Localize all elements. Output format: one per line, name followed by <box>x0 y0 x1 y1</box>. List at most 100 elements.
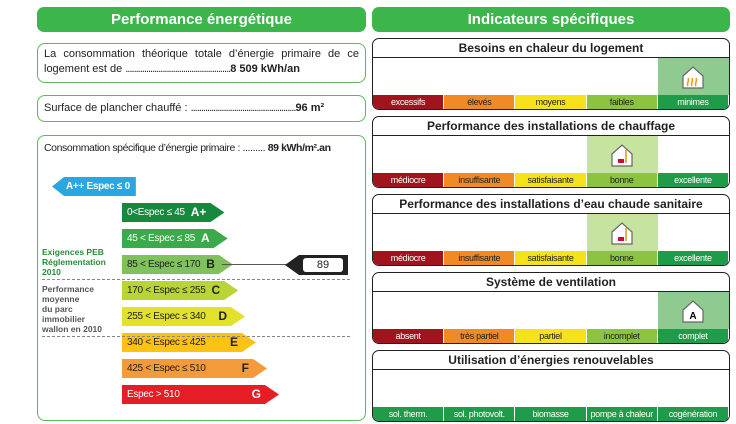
scale-cell <box>658 370 729 407</box>
scale-cell <box>373 58 444 95</box>
scale-label: biomasse <box>515 407 587 421</box>
scale-cell <box>515 214 586 251</box>
scale-label: bonne <box>586 251 658 265</box>
class-range: 340 < Espec ≤ 425 <box>127 337 206 348</box>
scale-cell <box>586 136 658 173</box>
class-range: A++ Espec ≤ 0 <box>66 181 130 192</box>
scale-label: élevés <box>444 95 516 109</box>
class-range: 85 < Espec ≤ 170 <box>127 259 201 270</box>
scale-label: minimes <box>657 95 729 109</box>
scale-label: médiocre <box>373 173 445 187</box>
scale-cell <box>373 370 444 407</box>
scale-cell <box>444 136 515 173</box>
scale-label: excellente <box>657 251 729 265</box>
indicator-section: Besoins en chaleur du logement excessifs é… <box>372 38 730 110</box>
class-letter: D <box>218 309 227 323</box>
scale-cell: A <box>657 292 729 329</box>
scale-cell <box>515 370 586 407</box>
scale-cell <box>373 214 444 251</box>
scale-cell <box>586 214 658 251</box>
section-title: Performance des installations de chauffa… <box>373 117 729 136</box>
scale-cell <box>444 370 515 407</box>
scale-cell <box>658 136 729 173</box>
scale-label: médiocre <box>373 251 445 265</box>
scale-label: insuffisante <box>444 173 516 187</box>
indicator-section: Utilisation d’énergies renouvelables sol.… <box>372 350 730 422</box>
scale-label: excessifs <box>373 95 445 109</box>
class-letter: B <box>206 257 215 271</box>
marker-value: 89 <box>303 258 343 272</box>
total-line1: La consommation théorique totale d’énerg… <box>44 48 359 60</box>
svg-text:A: A <box>690 311 697 322</box>
class-letter: F <box>241 361 249 375</box>
scale-cell <box>587 370 658 407</box>
section-title: Système de ventilation <box>373 273 729 292</box>
peb-divider <box>42 279 350 280</box>
class-range: 0<Espec ≤ 45 <box>127 207 185 218</box>
scale-label: absent <box>373 329 445 343</box>
scale-cell <box>587 58 658 95</box>
class-range: 45 < Espec ≤ 85 <box>127 233 195 244</box>
house-ventilation-icon: A <box>682 300 705 323</box>
energy-class-bar: Espec > 510 G <box>122 385 279 404</box>
energy-class-bar: 340 < Espec ≤ 425 E <box>122 333 256 352</box>
total-value: 8 509 kWh/an <box>230 63 300 75</box>
energy-class-bar: 170 < Espec ≤ 255 C <box>122 281 238 300</box>
scale-cell <box>444 58 515 95</box>
scale-label: cogénération <box>657 407 729 421</box>
energy-class-bar: 425 < Espec ≤ 510 F <box>122 359 267 378</box>
surface-label: Surface de plancher chauffé : <box>44 102 191 114</box>
indicator-section: Performance des installations de chauffa… <box>372 116 730 188</box>
scale-label: incomplet <box>586 329 658 343</box>
performance-header: Performance énergétique <box>37 7 366 32</box>
class-letter: C <box>211 283 221 297</box>
scale-label: excellente <box>657 173 729 187</box>
class-range: Espec > 510 <box>127 389 180 400</box>
marker-line <box>222 264 292 265</box>
scale-cell <box>515 292 586 329</box>
scale-label: insuffisante <box>444 251 516 265</box>
scale-cell <box>444 214 515 251</box>
house-water-heater-icon <box>611 222 633 245</box>
total-dots: ........................................… <box>125 63 231 75</box>
scale-cell <box>373 292 444 329</box>
scale-cell <box>515 58 586 95</box>
energy-class-bar: 255 < Espec ≤ 340 D <box>122 307 245 326</box>
surface-value: 96 m² <box>295 102 325 114</box>
scale-cell <box>657 58 729 95</box>
surface-dots: ........................................… <box>190 102 297 114</box>
class-range: 425 < Espec ≤ 510 <box>127 363 206 374</box>
class-range: 255 < Espec ≤ 340 <box>127 311 206 322</box>
house-boiler-icon <box>611 144 633 167</box>
peb-requirement-label: Exigences PEB Réglementation 2010 <box>42 247 106 277</box>
energy-class-bar: 85 < Espec ≤ 170 B <box>122 255 233 274</box>
total-line2: logement est de <box>44 63 126 75</box>
scale-label: sol. therm. <box>373 407 445 421</box>
section-title: Besoins en chaleur du logement <box>373 39 729 58</box>
section-title: Utilisation d’énergies renouvelables <box>373 351 729 370</box>
spec-label: Consommation spécifique d’énergie primai… <box>44 142 268 154</box>
scale-label: bonne <box>586 173 658 187</box>
scale-label: partiel <box>515 329 587 343</box>
energy-class-bar: A++ Espec ≤ 0 <box>52 177 136 196</box>
scale-cell <box>444 292 515 329</box>
class-letter: G <box>251 387 261 401</box>
scale-cell <box>515 136 586 173</box>
indicators-header: Indicateurs spécifiques <box>372 7 730 32</box>
scale-label: satisfaisante <box>515 173 587 187</box>
scale-label: satisfaisante <box>515 251 587 265</box>
energy-class-bar: 45 < Espec ≤ 85 A <box>122 229 228 248</box>
class-letter: E <box>229 335 238 349</box>
specific-consumption-box: Consommation spécifique d’énergie primai… <box>37 135 366 421</box>
scale-label: moyens <box>515 95 587 109</box>
scale-cell <box>587 292 658 329</box>
avg-divider <box>42 336 350 337</box>
energy-class-bar: 0<Espec ≤ 45 A+ <box>122 203 224 222</box>
scale-label: pompe à chaleur <box>586 407 658 421</box>
average-performance-label: Performance moyenne du parc immobilier wal… <box>42 284 102 334</box>
surface-box: Surface de plancher chauffé : ..........… <box>37 95 366 122</box>
scale-label: sol. photovolt. <box>444 407 516 421</box>
class-range: 170 < Espec ≤ 255 <box>127 285 206 296</box>
section-title: Performance des installations d’eau chau… <box>373 195 729 214</box>
